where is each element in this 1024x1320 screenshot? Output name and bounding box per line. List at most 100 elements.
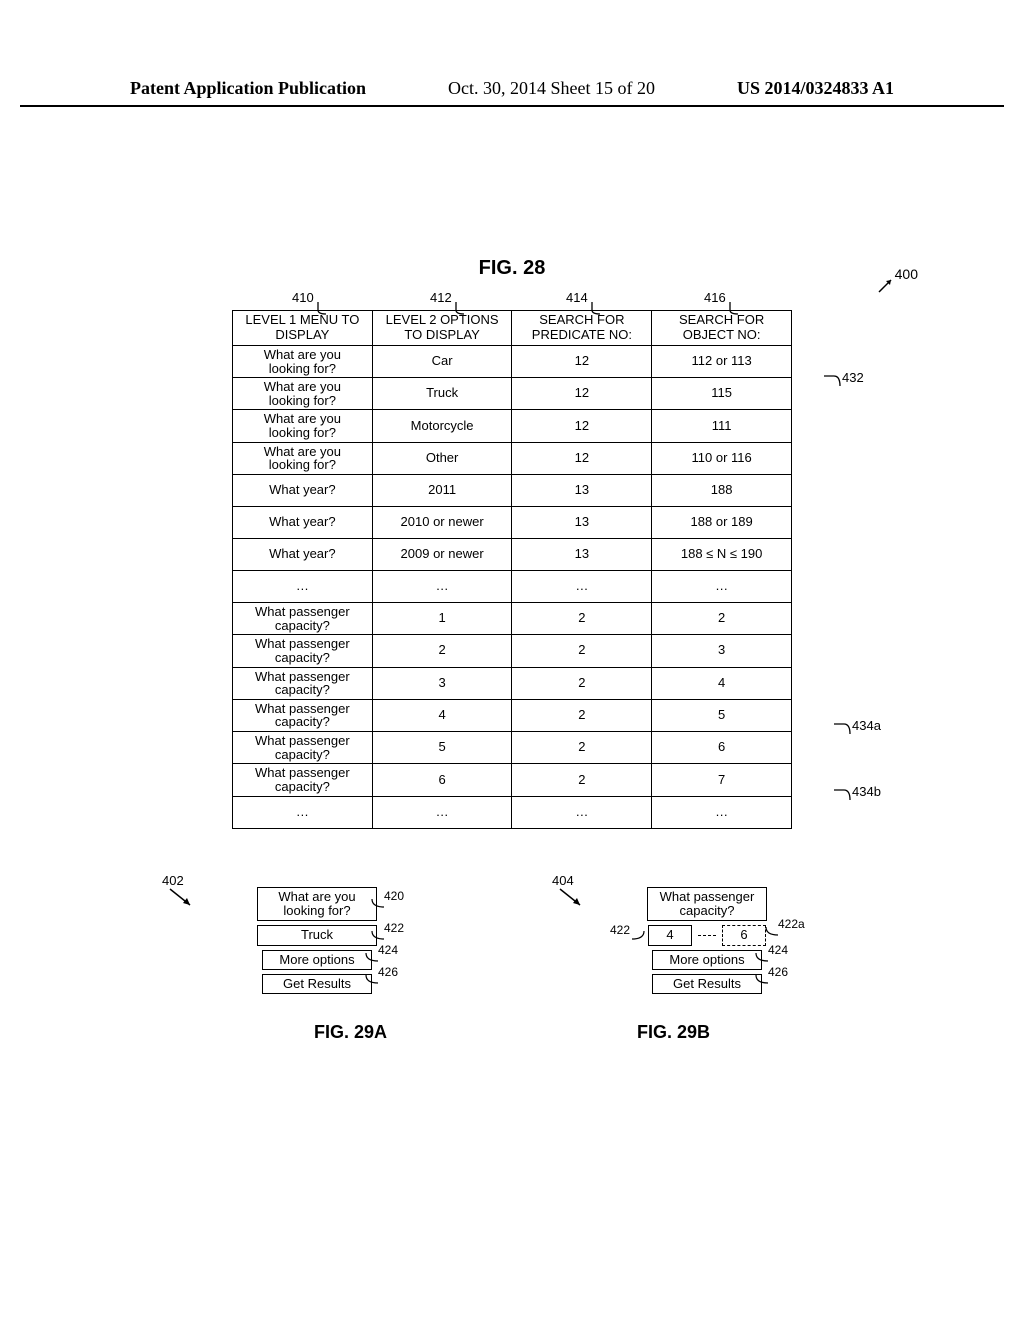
table-cell: 12	[512, 410, 652, 442]
table-cell: 3	[372, 667, 512, 699]
ref-424b: 424	[768, 943, 788, 957]
more-options-button[interactable]: More options	[262, 950, 372, 970]
ref-404: 404	[552, 873, 574, 888]
ref-434a: 434a	[832, 722, 856, 740]
table-row: What are youlooking for?Other12110 or 11…	[233, 442, 792, 474]
table-cell: 5	[372, 732, 512, 764]
table-cell: What are youlooking for?	[233, 378, 373, 410]
ref-426-label: 426	[378, 965, 398, 979]
table-cell: What passengercapacity?	[233, 732, 373, 764]
ref-422a-label: 422a	[778, 917, 805, 931]
ref-420: 420	[384, 889, 404, 903]
table-cell: …	[652, 571, 792, 603]
table-cell: 2	[652, 603, 792, 635]
table-cell: What passengercapacity?	[233, 699, 373, 731]
table-cell: What passengercapacity?	[233, 667, 373, 699]
table-cell: Other	[372, 442, 512, 474]
table-cell: Car	[372, 345, 512, 377]
table-cell: 12	[512, 378, 652, 410]
table-cell: 2	[372, 635, 512, 667]
table-cell: 2	[512, 764, 652, 796]
hook-icon	[316, 302, 328, 316]
hook-icon	[364, 973, 380, 987]
ref-422: 422	[384, 921, 404, 935]
ref-434b-label: 434b	[852, 784, 881, 799]
col-refs: 410 412 414 416	[152, 290, 872, 310]
table-cell: 2	[512, 732, 652, 764]
table-cell: 1	[372, 603, 512, 635]
table-cell: 4	[652, 667, 792, 699]
table-cell: …	[233, 571, 373, 603]
col-header: SEARCH FORPREDICATE NO:	[512, 311, 652, 346]
arrow-icon	[168, 887, 196, 909]
table-cell: …	[233, 796, 373, 828]
ref-414: 414	[566, 290, 588, 305]
selection-box-right[interactable]: 6	[722, 925, 766, 945]
table-cell: What passengercapacity?	[233, 635, 373, 667]
table-row: What are youlooking for?Car12112 or 113	[233, 345, 792, 377]
ref-426b: 426	[768, 965, 788, 979]
ref-422a: 422a	[778, 917, 805, 931]
selection-box[interactable]: Truck	[257, 925, 377, 945]
hook-icon	[764, 925, 780, 939]
header-mid: Oct. 30, 2014 Sheet 15 of 20	[448, 78, 655, 99]
ref-424-label: 424	[378, 943, 398, 957]
table-cell: 13	[512, 475, 652, 507]
ref-404-label: 404	[552, 873, 574, 888]
table-row: What passengercapacity?324	[233, 667, 792, 699]
table-cell: 13	[512, 539, 652, 571]
ref-424b-label: 424	[768, 943, 788, 957]
table-cell: What are youlooking for?	[233, 345, 373, 377]
table-cell: What year?	[233, 539, 373, 571]
table-cell: …	[372, 796, 512, 828]
table-cell: …	[652, 796, 792, 828]
col-header: SEARCH FOROBJECT NO:	[652, 311, 792, 346]
table-cell: 188	[652, 475, 792, 507]
table-cell: Motorcycle	[372, 410, 512, 442]
question-box: What are youlooking for?	[257, 887, 377, 922]
get-results-button[interactable]: Get Results	[262, 974, 372, 994]
ref-422-left-label: 422	[610, 923, 630, 937]
selection-row: 4 6	[648, 925, 766, 945]
table-cell: 13	[512, 507, 652, 539]
more-options-button[interactable]: More options	[652, 950, 762, 970]
table-row: What passengercapacity?122	[233, 603, 792, 635]
ref-402-label: 402	[162, 873, 184, 888]
table-row: What year?201113188	[233, 475, 792, 507]
fig29a-panel: 402 What are youlooking for? Truck More …	[192, 879, 442, 994]
ref-434b: 434b	[832, 788, 856, 806]
table-cell: 111	[652, 410, 792, 442]
table-row: What passengercapacity?627	[233, 764, 792, 796]
ref-412: 412	[430, 290, 452, 305]
fig28-wrap: 400 410 412 414 416 LEVEL 1 MENU TODISPL…	[152, 290, 872, 829]
hook-icon	[370, 897, 386, 911]
table-cell: …	[512, 571, 652, 603]
table-cell: 112 or 113	[652, 345, 792, 377]
get-results-button[interactable]: Get Results	[652, 974, 762, 994]
fig28-table: LEVEL 1 MENU TODISPLAY LEVEL 2 OPTIONSTO…	[232, 310, 792, 829]
table-cell: Truck	[372, 378, 512, 410]
table-row: What passengercapacity?425	[233, 699, 792, 731]
selection-box-left[interactable]: 4	[648, 925, 692, 945]
ref-432: 432	[822, 374, 846, 392]
table-cell: …	[512, 796, 652, 828]
table-row: What passengercapacity?526	[233, 732, 792, 764]
hook-icon	[364, 951, 380, 965]
dash-connector	[698, 935, 716, 936]
table-cell: 6	[372, 764, 512, 796]
col-header: LEVEL 1 MENU TODISPLAY	[233, 311, 373, 346]
table-cell: 2	[512, 603, 652, 635]
ref-422-left: 422	[610, 923, 630, 937]
table-cell: 2	[512, 635, 652, 667]
table-cell: What are youlooking for?	[233, 410, 373, 442]
table-cell: 115	[652, 378, 792, 410]
hook-icon	[370, 929, 386, 943]
col-header: LEVEL 2 OPTIONSTO DISPLAY	[372, 311, 512, 346]
ref-432-label: 432	[842, 370, 864, 385]
table-cell: 12	[512, 442, 652, 474]
header-left: Patent Application Publication	[130, 78, 366, 99]
ref-422-label: 422	[384, 921, 404, 935]
hook-icon	[754, 951, 770, 965]
table-row: What are youlooking for?Motorcycle12111	[233, 410, 792, 442]
table-cell: 2	[512, 699, 652, 731]
